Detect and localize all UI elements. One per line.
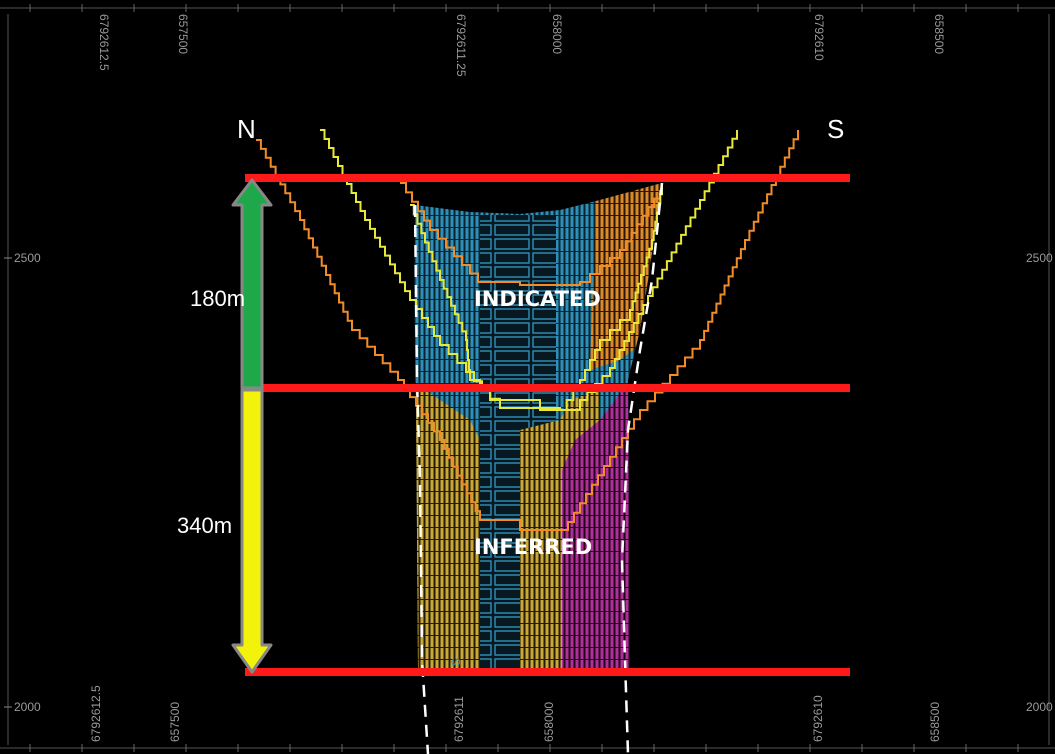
bottom-axis-label: 658000: [542, 702, 556, 742]
top-axis-label: 657500: [176, 14, 190, 54]
pit-shell-outer-yellow: [320, 129, 738, 411]
inferred-thickness-label: 340m: [177, 513, 232, 538]
bottom-axis: 6792612.5 657500 6792611 658000 6792610 …: [0, 685, 1055, 752]
block-label: S: [449, 658, 463, 666]
block-model: [414, 183, 662, 668]
block-gold-zone-left: [414, 380, 480, 668]
top-axis-label: 658000: [550, 14, 564, 54]
top-axis-label: 658500: [932, 14, 946, 54]
elevation-label-left: 2500: [14, 251, 41, 265]
dashed-boundary-right: [620, 182, 664, 754]
bottom-axis-label: 658500: [928, 702, 942, 742]
block-magenta-zone: [562, 380, 630, 668]
indicated-thickness-label: 180m: [190, 286, 245, 311]
top-axis-label: 6792612.5: [97, 14, 111, 71]
elevation-axis: 2500 2000 2500 2000: [4, 14, 1053, 745]
pit-shell-inner: [400, 182, 661, 286]
pit-shell-outer: [256, 130, 799, 531]
south-label: S: [827, 114, 844, 144]
bottom-axis-label: 6792612.5: [89, 685, 103, 742]
bottom-axis-label: 657500: [168, 702, 182, 742]
indicated-zone-label: INDICATED: [474, 287, 601, 311]
dashed-boundary-left: [413, 204, 430, 754]
inferred-dimension-arrow: [231, 388, 273, 674]
top-axis: 6792612.5 657500 6792611.25 658000 67926…: [0, 4, 1055, 77]
elevation-label-left: 2000: [14, 700, 41, 714]
indicated-dimension-arrow: [231, 178, 273, 390]
bottom-axis-label: 6792610: [811, 695, 825, 742]
pit-shell-inner-yellow: [410, 185, 663, 411]
top-axis-label: 6792611.25: [454, 14, 468, 77]
elevation-label-right: 2000: [1026, 700, 1053, 714]
inferred-zone-label: INFERRED: [474, 535, 592, 559]
north-label: N: [237, 114, 256, 144]
bottom-axis-label: 6792611: [452, 696, 466, 742]
top-axis-label: 6792610: [812, 14, 826, 61]
elevation-label-right: 2500: [1026, 251, 1053, 265]
